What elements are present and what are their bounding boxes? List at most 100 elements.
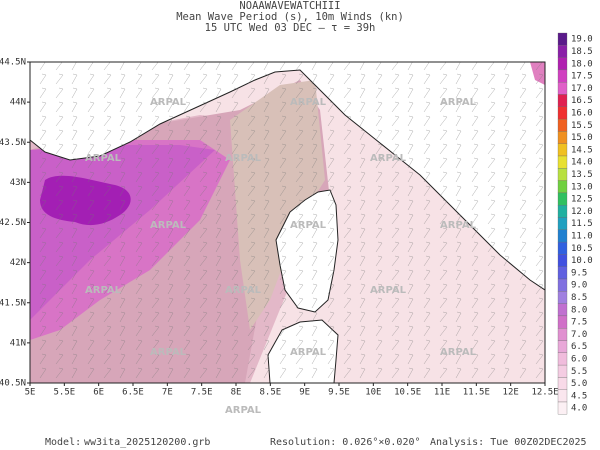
wind-barb <box>247 241 256 253</box>
wind-barb <box>535 157 544 169</box>
wind-barb <box>263 353 270 365</box>
wind-barb <box>119 115 126 127</box>
wind-barb <box>487 199 496 211</box>
valid-time: 15 UTC Wed 03 DEC – τ = 39h <box>205 22 376 34</box>
wind-barb <box>327 325 335 337</box>
wind-barb <box>503 339 510 351</box>
wind-barb <box>55 129 64 141</box>
wind-barb <box>439 73 448 85</box>
wind-barb <box>135 353 143 365</box>
lat-label: 44N <box>10 98 26 108</box>
wind-barb <box>407 62 413 71</box>
wind-barb <box>471 283 479 295</box>
wind-barb <box>375 353 383 365</box>
wind-barb <box>71 143 78 155</box>
wind-barb <box>295 101 304 113</box>
wind-barb <box>103 101 112 113</box>
wind-barb <box>167 339 174 351</box>
lon-label: 11.5E <box>463 388 490 398</box>
wind-barb <box>71 199 78 211</box>
wind-barb <box>263 171 270 183</box>
colorbar-label: 18.5 <box>571 47 593 57</box>
wind-barb <box>311 325 318 337</box>
wind-barb <box>535 227 544 239</box>
wind-barb <box>231 157 239 169</box>
wind-barb <box>151 255 160 267</box>
wind-barb <box>119 157 126 169</box>
wind-barb <box>407 143 414 155</box>
wind-barb <box>183 269 191 281</box>
wind-barb <box>423 227 431 239</box>
colorbar-label: 7.5 <box>571 318 587 328</box>
colorbar: 19.0 18.5 18.0 17.5 17.0 16.5 16.0 15.5 15.0 14.5… <box>557 32 593 415</box>
wind-barb <box>183 283 191 295</box>
wind-barb <box>167 213 174 225</box>
wind-barb <box>199 157 208 169</box>
wind-barb <box>247 213 256 225</box>
wind-barb <box>263 87 270 99</box>
wind-barb <box>103 143 112 155</box>
wind-barb <box>119 227 126 239</box>
wind-barb <box>327 129 335 141</box>
wind-barb <box>439 325 448 337</box>
wind-barb <box>71 129 78 141</box>
wind-barb <box>535 325 544 337</box>
wind-barb <box>327 241 335 253</box>
wind-barb <box>519 171 527 183</box>
wind-barb <box>279 213 287 225</box>
wind-barb <box>391 339 400 351</box>
wind-barb <box>487 227 496 239</box>
wind-barb <box>279 143 287 155</box>
wind-barb <box>119 353 126 365</box>
wind-barb <box>471 311 479 323</box>
wind-barb <box>327 255 335 267</box>
wind-barb <box>327 297 335 309</box>
wind-barb <box>55 157 64 169</box>
wind-barb <box>279 73 287 85</box>
wind-barb <box>55 62 63 71</box>
watermarks: ARPAL ARPAL ARPAL ARPAL ARPAL ARPAL ARPAL ARPAL… <box>85 97 477 358</box>
wind-barb <box>151 311 160 323</box>
wind-barb <box>487 353 496 365</box>
wind-barb <box>471 325 479 337</box>
wind-barb <box>327 73 335 85</box>
wind-barb <box>327 157 335 169</box>
subtitle: Mean Wave Period (s), 10m Winds (kn) <box>176 11 404 23</box>
wind-barb <box>343 297 352 309</box>
wind-barb <box>151 269 160 281</box>
wind-barb <box>407 283 414 295</box>
wind-barb <box>199 283 208 295</box>
wind-barb <box>359 269 366 281</box>
lon-label: 6E <box>93 388 104 398</box>
wind-barb <box>375 311 383 323</box>
wind-barb <box>423 199 431 211</box>
wind-barb <box>39 62 46 71</box>
wind-barb <box>423 325 431 337</box>
wind-barb <box>119 129 126 141</box>
wind-barb <box>231 227 239 239</box>
wind-barb <box>295 297 304 309</box>
wind-barb <box>535 339 544 351</box>
colorbar-swatch <box>557 328 568 341</box>
wind-barb <box>295 87 304 99</box>
wind-barb <box>343 353 352 365</box>
wind-barb <box>311 213 318 225</box>
wind-barb <box>423 87 431 99</box>
wind-barb <box>103 283 112 295</box>
wind-barb <box>247 143 256 155</box>
wind-barb <box>167 241 174 253</box>
wind-barb <box>119 171 126 183</box>
wind-barb <box>119 367 126 379</box>
analysis: Analysis: Tue 00Z02DEC2025 <box>430 437 587 448</box>
wind-barb <box>311 241 318 253</box>
wind-barb <box>343 73 352 85</box>
wind-barb <box>519 101 527 113</box>
wind-barb <box>455 339 462 351</box>
wind-barb <box>167 311 174 323</box>
lat-label: 42N <box>10 258 26 268</box>
wind-barb <box>263 115 270 127</box>
wind-barb <box>519 297 527 309</box>
wind-barb <box>87 199 95 211</box>
wind-barb <box>167 367 174 379</box>
wind-barb <box>375 73 383 85</box>
